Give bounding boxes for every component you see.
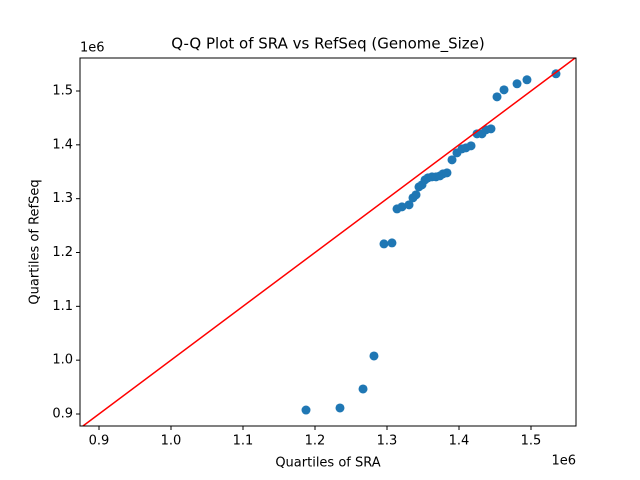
point bbox=[335, 403, 345, 413]
x-tick-label: 1.1 bbox=[233, 434, 254, 449]
point bbox=[301, 405, 311, 415]
identity-line bbox=[82, 57, 576, 427]
y-tick-label: 1.5 bbox=[52, 83, 73, 98]
x-offset-label: 1e6 bbox=[551, 454, 576, 469]
y-tick-label: 1.4 bbox=[52, 137, 73, 152]
y-tick-label: 1.1 bbox=[52, 299, 73, 314]
point bbox=[369, 351, 379, 361]
chart-title: Q-Q Plot of SRA vs RefSeq (Genome_Size) bbox=[171, 35, 485, 54]
x-tick-label: 1.2 bbox=[305, 434, 326, 449]
point bbox=[447, 155, 457, 165]
point bbox=[512, 79, 522, 89]
point bbox=[379, 239, 389, 249]
point bbox=[411, 190, 421, 200]
y-tick-label: 0.9 bbox=[52, 406, 73, 421]
point bbox=[466, 141, 476, 151]
x-tick-label: 1.0 bbox=[161, 434, 182, 449]
point bbox=[522, 75, 532, 85]
y-tick-label: 1.3 bbox=[52, 191, 73, 206]
x-tick-label: 1.3 bbox=[377, 434, 398, 449]
point bbox=[442, 168, 452, 178]
y-axis-label: Quartiles of RefSeq bbox=[28, 179, 43, 304]
x-tick-label: 1.5 bbox=[521, 434, 542, 449]
point bbox=[486, 124, 496, 134]
x-tick-label: 0.9 bbox=[89, 434, 110, 449]
point bbox=[358, 384, 368, 394]
point bbox=[387, 238, 397, 248]
y-tick-label: 1.0 bbox=[52, 353, 73, 368]
point bbox=[404, 200, 414, 210]
point bbox=[499, 85, 509, 95]
point bbox=[397, 202, 407, 212]
y-tick-label: 1.2 bbox=[52, 245, 73, 260]
point bbox=[492, 92, 502, 102]
plot-frame bbox=[79, 57, 577, 427]
x-tick-label: 1.4 bbox=[449, 434, 470, 449]
y-offset-label: 1e6 bbox=[80, 41, 105, 56]
x-axis-label: Quartiles of SRA bbox=[275, 456, 380, 471]
